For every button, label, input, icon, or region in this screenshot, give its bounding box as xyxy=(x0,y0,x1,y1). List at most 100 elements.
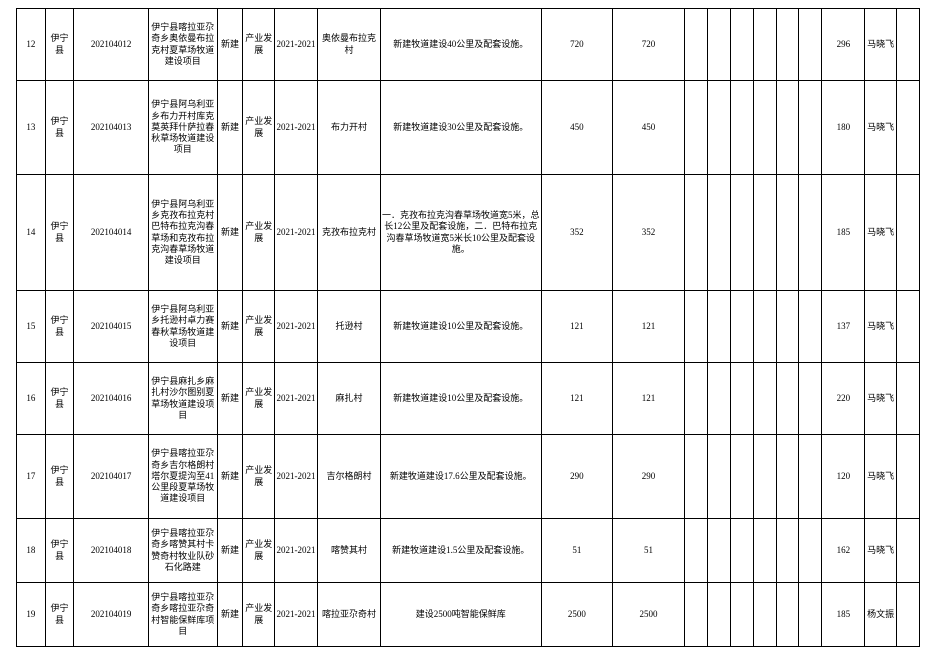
county: 伊宁县 xyxy=(45,175,74,291)
project-type: 产业发展 xyxy=(243,363,275,435)
project-code: 202104012 xyxy=(74,9,149,81)
row-index: 18 xyxy=(17,519,46,583)
project-name: 伊宁县阿乌利亚乡布力开村库克莫英拜什萨拉春秋草场牧道建设项目 xyxy=(148,81,217,175)
build-nature: 新建 xyxy=(217,583,243,647)
num-2: 450 xyxy=(613,81,685,175)
blank-6 xyxy=(799,291,822,363)
project-type: 产业发展 xyxy=(243,81,275,175)
blank-4 xyxy=(753,81,776,175)
num-2: 51 xyxy=(613,519,685,583)
village: 麻扎村 xyxy=(317,363,380,435)
num-2: 2500 xyxy=(613,583,685,647)
project-name: 伊宁县麻扎乡麻扎村沙尔图别夏草场牧道建设项目 xyxy=(148,363,217,435)
village: 奥依曼布拉克村 xyxy=(317,9,380,81)
project-type: 产业发展 xyxy=(243,435,275,519)
county: 伊宁县 xyxy=(45,9,74,81)
project-name: 伊宁县阿乌利亚乡托逊村卓力赛春秋草场牧道建设项目 xyxy=(148,291,217,363)
period: 2021-2021 xyxy=(274,291,317,363)
num-3: 137 xyxy=(822,291,865,363)
table-row: 14伊宁县202104014伊宁县阿乌利亚乡克孜布拉克村巴特布拉克沟春草场和克孜… xyxy=(17,175,920,291)
blank-4 xyxy=(753,519,776,583)
blank-6 xyxy=(799,363,822,435)
owner: 马晓飞 xyxy=(865,175,897,291)
owner: 马晓飞 xyxy=(865,9,897,81)
blank-6 xyxy=(799,175,822,291)
period: 2021-2021 xyxy=(274,175,317,291)
blank-7 xyxy=(896,81,919,175)
content: 新建牧道建设17.6公里及配套设施。 xyxy=(381,435,542,519)
blank-3 xyxy=(730,435,753,519)
num-1: 290 xyxy=(541,435,613,519)
num-3: 162 xyxy=(822,519,865,583)
blank-6 xyxy=(799,583,822,647)
num-3: 185 xyxy=(822,583,865,647)
blank-1 xyxy=(684,175,707,291)
blank-1 xyxy=(684,583,707,647)
table-row: 18伊宁县202104018伊宁县喀拉亚尕奇乡喀赞其村卡赞奇村牧业队砂石化路建新… xyxy=(17,519,920,583)
owner: 马晓飞 xyxy=(865,291,897,363)
num-3: 220 xyxy=(822,363,865,435)
num-2: 352 xyxy=(613,175,685,291)
blank-5 xyxy=(776,363,799,435)
blank-7 xyxy=(896,519,919,583)
village: 喀赞其村 xyxy=(317,519,380,583)
village: 吉尔格朗村 xyxy=(317,435,380,519)
blank-4 xyxy=(753,9,776,81)
county: 伊宁县 xyxy=(45,583,74,647)
build-nature: 新建 xyxy=(217,175,243,291)
owner: 杨文振 xyxy=(865,583,897,647)
table-row: 17伊宁县202104017伊宁县喀拉亚尕奇乡吉尔格朗村塔尔夏提沟至41公里段夏… xyxy=(17,435,920,519)
owner: 马晓飞 xyxy=(865,81,897,175)
row-index: 14 xyxy=(17,175,46,291)
content: 新建牧道建设40公里及配套设施。 xyxy=(381,9,542,81)
village: 布力开村 xyxy=(317,81,380,175)
blank-6 xyxy=(799,9,822,81)
blank-7 xyxy=(896,583,919,647)
blank-2 xyxy=(707,81,730,175)
content: 新建牧道建设10公里及配套设施。 xyxy=(381,363,542,435)
blank-6 xyxy=(799,81,822,175)
owner: 马晓飞 xyxy=(865,519,897,583)
projects-table: 12伊宁县202104012伊宁县喀拉亚尕奇乡奥依曼布拉克村夏草场牧道建设项目新… xyxy=(16,8,920,647)
num-2: 290 xyxy=(613,435,685,519)
project-type: 产业发展 xyxy=(243,519,275,583)
project-type: 产业发展 xyxy=(243,583,275,647)
owner: 马晓飞 xyxy=(865,363,897,435)
period: 2021-2021 xyxy=(274,519,317,583)
row-index: 19 xyxy=(17,583,46,647)
project-name: 伊宁县喀拉亚尕奇乡喀赞其村卡赞奇村牧业队砂石化路建 xyxy=(148,519,217,583)
blank-1 xyxy=(684,363,707,435)
period: 2021-2021 xyxy=(274,81,317,175)
village: 克孜布拉克村 xyxy=(317,175,380,291)
table-row: 19伊宁县202104019伊宁县喀拉亚尕奇乡喀拉亚尕奇村智能保鲜库项目新建产业… xyxy=(17,583,920,647)
num-1: 51 xyxy=(541,519,613,583)
project-name: 伊宁县阿乌利亚乡克孜布拉克村巴特布拉克沟春草场和克孜布拉克沟春草场牧道建设项目 xyxy=(148,175,217,291)
blank-3 xyxy=(730,175,753,291)
project-code: 202104014 xyxy=(74,175,149,291)
blank-5 xyxy=(776,9,799,81)
blank-7 xyxy=(896,363,919,435)
blank-1 xyxy=(684,81,707,175)
project-code: 202104017 xyxy=(74,435,149,519)
project-code: 202104019 xyxy=(74,583,149,647)
content: 建设2500吨智能保鲜库 xyxy=(381,583,542,647)
table-row: 16伊宁县202104016伊宁县麻扎乡麻扎村沙尔图别夏草场牧道建设项目新建产业… xyxy=(17,363,920,435)
project-name: 伊宁县喀拉亚尕奇乡喀拉亚尕奇村智能保鲜库项目 xyxy=(148,583,217,647)
blank-3 xyxy=(730,291,753,363)
blank-5 xyxy=(776,583,799,647)
blank-5 xyxy=(776,81,799,175)
blank-7 xyxy=(896,175,919,291)
blank-3 xyxy=(730,519,753,583)
blank-2 xyxy=(707,435,730,519)
num-1: 352 xyxy=(541,175,613,291)
blank-1 xyxy=(684,9,707,81)
blank-3 xyxy=(730,583,753,647)
county: 伊宁县 xyxy=(45,363,74,435)
table-body: 12伊宁县202104012伊宁县喀拉亚尕奇乡奥依曼布拉克村夏草场牧道建设项目新… xyxy=(17,9,920,647)
row-index: 12 xyxy=(17,9,46,81)
project-name: 伊宁县喀拉亚尕奇乡奥依曼布拉克村夏草场牧道建设项目 xyxy=(148,9,217,81)
blank-4 xyxy=(753,363,776,435)
num-2: 121 xyxy=(613,363,685,435)
period: 2021-2021 xyxy=(274,363,317,435)
num-1: 2500 xyxy=(541,583,613,647)
